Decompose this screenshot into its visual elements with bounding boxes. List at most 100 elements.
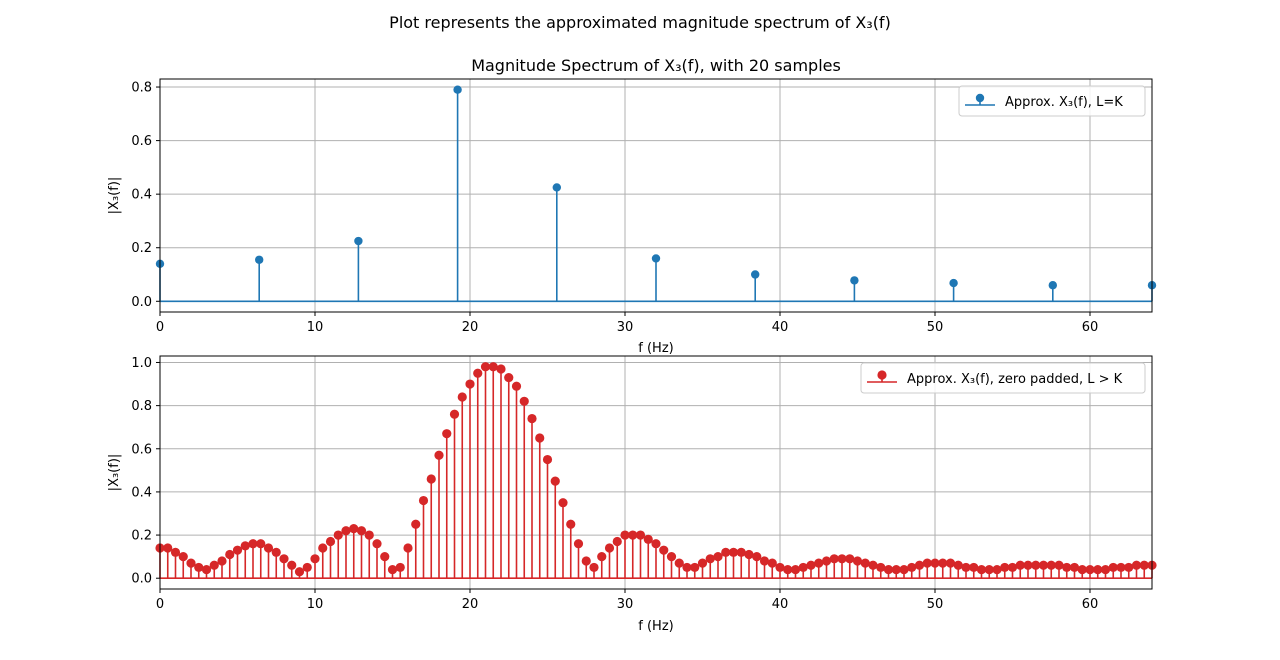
stem-marker bbox=[1100, 564, 1111, 575]
stem-marker bbox=[969, 562, 979, 573]
stem-marker bbox=[550, 476, 560, 486]
stem-marker bbox=[790, 564, 801, 575]
stem-marker bbox=[387, 564, 398, 575]
x-tick-label: 10 bbox=[307, 320, 324, 335]
stem-marker bbox=[930, 558, 940, 568]
stem-marker bbox=[1007, 562, 1018, 573]
y-tick-label: 0.4 bbox=[131, 485, 152, 500]
y-tick-label: 0.8 bbox=[131, 399, 152, 414]
x-tick-label: 0 bbox=[156, 597, 164, 612]
stem-marker bbox=[217, 556, 227, 566]
stem-marker bbox=[380, 552, 390, 562]
stem-marker bbox=[736, 547, 746, 557]
stem-marker bbox=[751, 270, 760, 279]
stem-marker bbox=[949, 278, 958, 288]
x-tick-label: 50 bbox=[927, 320, 944, 335]
stem-marker bbox=[457, 392, 467, 402]
stem-marker bbox=[961, 562, 971, 573]
stem-marker bbox=[938, 558, 948, 568]
stem-marker bbox=[354, 236, 363, 246]
stem-marker bbox=[302, 562, 312, 573]
y-tick-label: 0.6 bbox=[131, 442, 152, 457]
stem-marker bbox=[697, 558, 708, 568]
stem-marker bbox=[612, 536, 622, 547]
series-1 bbox=[155, 85, 1157, 303]
x-tick-label: 20 bbox=[462, 597, 479, 612]
stem-marker bbox=[325, 536, 336, 547]
stem-marker bbox=[240, 541, 250, 551]
stem-marker bbox=[271, 547, 281, 557]
stem-marker bbox=[442, 429, 452, 439]
stem-marker bbox=[341, 526, 351, 536]
stem-marker bbox=[1108, 562, 1118, 573]
stem-marker bbox=[690, 562, 700, 573]
legend: Approx. X₃(f), zero padded, L > K bbox=[860, 362, 1146, 394]
stem-marker bbox=[783, 564, 793, 575]
stem-marker bbox=[922, 558, 932, 568]
y-axis-label: |X₃(f)| bbox=[107, 454, 122, 492]
stem-marker bbox=[310, 554, 320, 564]
stem-marker bbox=[814, 558, 824, 568]
x-tick-label: 60 bbox=[1082, 320, 1099, 335]
y-tick-label: 1.0 bbox=[131, 356, 152, 371]
stem-marker bbox=[1085, 564, 1095, 575]
stem-marker bbox=[449, 409, 460, 419]
stem-marker bbox=[527, 413, 537, 424]
stem-marker bbox=[434, 450, 444, 460]
x-tick-label: 40 bbox=[772, 597, 789, 612]
stem-marker bbox=[403, 543, 413, 553]
stem-marker bbox=[163, 543, 173, 553]
stem-marker bbox=[225, 549, 235, 560]
stem-marker bbox=[552, 183, 561, 192]
stem-marker bbox=[852, 556, 863, 566]
stem-marker bbox=[566, 519, 576, 529]
stem-marker bbox=[744, 549, 754, 560]
stem-marker bbox=[651, 254, 661, 263]
stem-marker bbox=[170, 547, 181, 557]
stem-marker bbox=[914, 560, 925, 570]
stem-marker bbox=[1116, 562, 1126, 573]
x-axis-label: f (Hz) bbox=[638, 341, 673, 356]
stem-marker bbox=[372, 539, 382, 549]
x-tick-label: 50 bbox=[927, 597, 944, 612]
stem-marker bbox=[1023, 560, 1033, 570]
stem-marker bbox=[775, 562, 785, 573]
stem-marker bbox=[821, 556, 832, 566]
stem-marker bbox=[713, 552, 723, 562]
stem-marker bbox=[1015, 560, 1025, 570]
y-tick-label: 0.2 bbox=[131, 241, 152, 256]
stem-marker bbox=[1139, 560, 1149, 570]
plot-1: 0 10 20 30 40 50 60 0.0 0.2 0.4 0.6 0.8 Magnitude Sp… bbox=[107, 56, 1157, 356]
stem-marker bbox=[721, 547, 731, 557]
legend-label: Approx. X₃(f), zero padded, L > K bbox=[907, 372, 1123, 387]
stem-marker bbox=[356, 526, 367, 536]
stem-marker bbox=[883, 564, 894, 575]
stem-marker bbox=[364, 530, 374, 540]
stem-marker bbox=[589, 562, 599, 573]
x-tick-label: 20 bbox=[462, 320, 479, 335]
stem-marker bbox=[263, 543, 274, 553]
stem-marker bbox=[899, 564, 909, 575]
stem-marker bbox=[860, 558, 870, 568]
stem-marker bbox=[1062, 562, 1072, 573]
stem-marker bbox=[1046, 560, 1056, 570]
y-tick-label: 0.6 bbox=[131, 134, 152, 149]
stem-marker bbox=[682, 562, 692, 573]
stem-marker bbox=[850, 276, 859, 285]
stem-marker bbox=[1093, 564, 1103, 575]
stem-marker bbox=[573, 539, 584, 549]
stem-marker bbox=[635, 530, 646, 540]
stem-marker bbox=[992, 564, 1002, 575]
stem-marker bbox=[643, 534, 653, 544]
stem-marker bbox=[232, 545, 243, 555]
legend-marker-swatch bbox=[975, 93, 985, 103]
y-tick-label: 0.0 bbox=[131, 572, 152, 587]
stem-marker bbox=[279, 554, 289, 564]
stem-marker bbox=[705, 554, 715, 564]
stem-marker bbox=[666, 552, 677, 562]
stem-marker bbox=[453, 85, 462, 94]
stem-marker bbox=[651, 539, 661, 549]
stem-marker bbox=[465, 379, 475, 389]
stem-marker bbox=[504, 372, 514, 383]
